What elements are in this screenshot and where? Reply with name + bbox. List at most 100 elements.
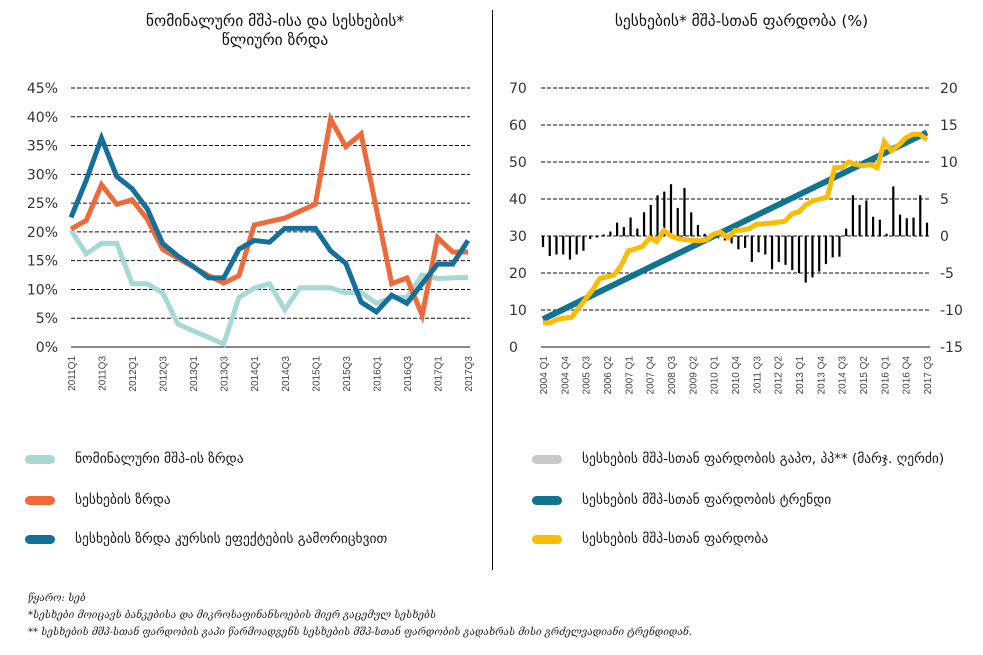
x-tick-label: 2016Q3 bbox=[403, 356, 414, 392]
x-tick-label: 2012Q3 bbox=[159, 356, 170, 392]
gap-bar bbox=[824, 236, 828, 265]
y-tick-label-left: 40 bbox=[509, 192, 527, 208]
gap-bar bbox=[636, 228, 639, 236]
gap-bar bbox=[562, 236, 565, 255]
y-tick-label: 0% bbox=[36, 340, 58, 356]
legend-swatch-credit-trend bbox=[532, 495, 562, 505]
gap-bar bbox=[878, 219, 881, 236]
gap-bar bbox=[750, 236, 753, 262]
footnotes: წყარო: სებ *სესხები მოიცავს ბანკებისა და… bbox=[28, 590, 692, 641]
gap-bar bbox=[642, 212, 646, 236]
gap-bar bbox=[589, 236, 592, 239]
legend-label: სესხების მშპ-სთან ფარდობის გაპო, პპ** (მ… bbox=[582, 451, 945, 467]
x-tick-label: 2011Q1 bbox=[67, 356, 78, 391]
gap-bar bbox=[872, 216, 875, 236]
footnote-1: *სესხები მოიცავს ბანკებისა და მიკროსაფინ… bbox=[28, 610, 436, 621]
y-tick-label: 25% bbox=[27, 196, 58, 212]
gap-bar bbox=[582, 236, 585, 251]
y-tick-label: 30% bbox=[27, 167, 58, 183]
legend-item-loan-growth: სესხების ზრდა bbox=[25, 490, 171, 510]
gap-bar bbox=[764, 236, 767, 255]
footnote-2: ** სესხების მშპ-სთან ფარდობის გაპი წარმო… bbox=[28, 627, 692, 638]
gap-bar bbox=[784, 236, 787, 265]
x-tick-label: 2010 Q1 bbox=[710, 356, 721, 395]
gap-bar bbox=[851, 195, 854, 236]
gap-bar bbox=[892, 186, 895, 236]
y-tick-label-left: 30 bbox=[509, 229, 527, 245]
gap-bar bbox=[919, 195, 922, 236]
y-tick-label-left: 0 bbox=[509, 340, 518, 356]
gap-bar bbox=[804, 236, 807, 283]
x-tick-label: 2015Q3 bbox=[342, 356, 353, 392]
gap-bar bbox=[696, 224, 700, 236]
gap-bar bbox=[616, 222, 619, 236]
x-tick-label: 2012 Q2 bbox=[774, 356, 785, 395]
gap-bar bbox=[548, 236, 551, 256]
left-chart-title-line2: წლიური ზრდა bbox=[221, 31, 329, 49]
gap-bar bbox=[683, 187, 686, 236]
gap-bar bbox=[737, 236, 740, 250]
gap-bar bbox=[858, 204, 861, 236]
gap-bar bbox=[865, 200, 868, 236]
x-tick-label: 2014Q1 bbox=[250, 356, 261, 392]
gap-bar bbox=[845, 228, 848, 236]
legend-label: სესხების მშპ-სთან ფარდობა bbox=[582, 531, 769, 547]
legend-item-loan-growth-ex-fx: სესხების ზრდა კურსის ეფექტების გამორიცხვ… bbox=[25, 529, 387, 549]
x-tick-label: 2017 Q3 bbox=[923, 356, 934, 395]
gap-bar bbox=[541, 236, 545, 248]
gap-bar bbox=[609, 231, 612, 236]
series-line-1 bbox=[69, 111, 468, 324]
gap-bar bbox=[663, 191, 666, 236]
gap-bar bbox=[770, 236, 774, 270]
gap-bar bbox=[925, 222, 929, 236]
x-tick-label: 2016Q1 bbox=[372, 356, 383, 392]
gap-bar bbox=[669, 184, 673, 236]
gap-bar bbox=[703, 233, 706, 236]
y-tick-label: 40% bbox=[27, 110, 58, 126]
right-chart: 0 10 20 30 40 50 60 70 -15 -10 -5 0 5 10 15 20 2004 Q1 20… bbox=[509, 81, 963, 395]
x-tick-label: 2014Q3 bbox=[281, 356, 292, 392]
source-note: წყარო: სებ bbox=[28, 593, 86, 604]
y-tick-label-right: -5 bbox=[940, 266, 954, 282]
gap-bar bbox=[690, 212, 693, 236]
left-chart-title-line1: ნომინალური მშპ-ისა და სესხების* bbox=[145, 12, 405, 30]
legend-item-credit-ratio: სესხების მშპ-სთან ფარდობა bbox=[532, 529, 768, 549]
legend-label: სესხების მშპ-სთან ფარდობის ტრენდი bbox=[582, 492, 832, 508]
gap-bar bbox=[649, 204, 652, 236]
x-tick-label: 2013Q3 bbox=[220, 356, 231, 392]
gap-bar bbox=[676, 207, 679, 236]
y-tick-label: 45% bbox=[27, 81, 58, 97]
x-tick-label: 2015 Q2 bbox=[859, 356, 870, 395]
x-tick-label: 2017Q1 bbox=[433, 356, 444, 392]
x-tick-label: 2007 Q4 bbox=[646, 356, 657, 395]
y-tick-label-right: 15 bbox=[940, 118, 958, 134]
y-tick-label-left: 20 bbox=[509, 266, 527, 282]
legend-item-credit-trend: სესხების მშპ-სთან ფარდობის ტრენდი bbox=[532, 490, 831, 510]
x-tick-label: 2013 Q4 bbox=[816, 356, 827, 395]
gap-bar bbox=[898, 214, 902, 236]
legend-label: სესხების ზრდა bbox=[75, 492, 171, 508]
gap-bar bbox=[912, 217, 915, 236]
y-tick-label: 35% bbox=[27, 139, 58, 155]
series-line-2 bbox=[68, 131, 471, 316]
y-tick-label-right: 0 bbox=[940, 229, 949, 245]
gap-bar bbox=[791, 236, 794, 271]
gap-bar bbox=[905, 218, 908, 236]
left-chart: 0% 5% 10% 15% 20% 25% 30% 35% 40% 45% 2011Q1 2011Q3… bbox=[27, 81, 475, 392]
series-line-0 bbox=[68, 228, 469, 348]
x-tick-label: 2009 Q2 bbox=[688, 356, 699, 395]
x-tick-label: 2014 Q3 bbox=[838, 356, 849, 395]
x-tick-label: 2010 Q4 bbox=[731, 356, 742, 395]
x-tick-label: 2011 Q3 bbox=[752, 356, 763, 394]
gap-bar bbox=[730, 236, 733, 244]
gap-bar bbox=[629, 217, 632, 236]
left-chart-title: ნომინალური მშპ-ისა და სესხების* წლიური ზ… bbox=[60, 12, 490, 50]
y-tick-label: 10% bbox=[27, 282, 58, 298]
y-tick-label-left: 60 bbox=[509, 118, 527, 134]
gap-bar bbox=[595, 236, 598, 238]
y-tick-label-left: 50 bbox=[509, 155, 527, 171]
x-tick-label: 2017Q3 bbox=[464, 356, 475, 392]
y-tick-label-right: -15 bbox=[940, 340, 963, 356]
gap-bar bbox=[777, 236, 780, 262]
gap-bar bbox=[797, 236, 801, 273]
